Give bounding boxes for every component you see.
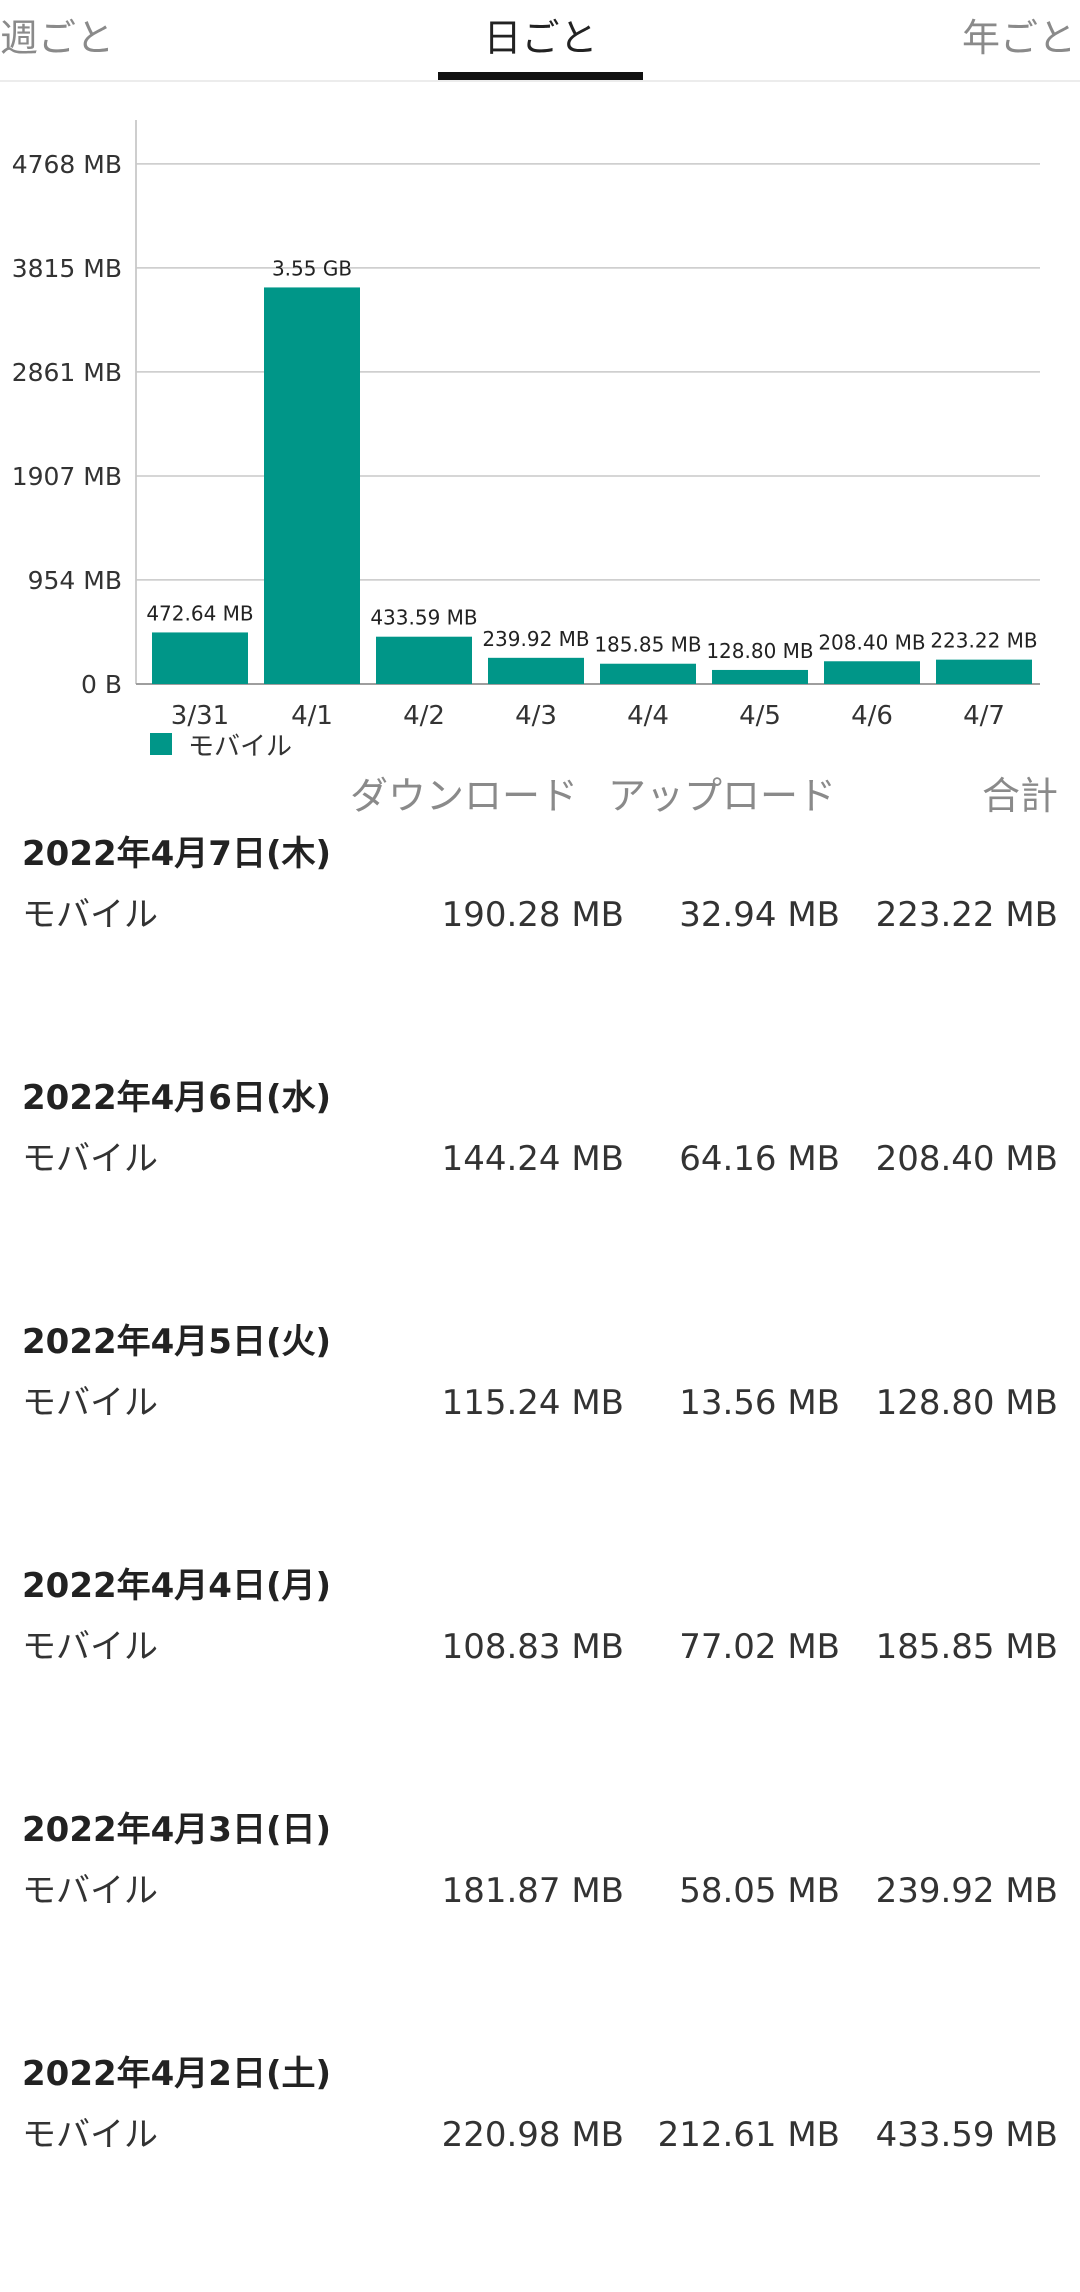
download-value: 115.24 MB <box>441 1383 624 1423</box>
download-value: 181.87 MB <box>441 1871 624 1911</box>
upload-value: 64.16 MB <box>679 1139 840 1179</box>
y-tick-label: 3815 MB <box>12 254 122 283</box>
date-heading: 2022年4月6日(水) <box>22 1078 332 1118</box>
x-tick-label: 4/1 <box>291 701 333 731</box>
date-heading: 2022年4月2日(土) <box>22 2054 332 2094</box>
network-type: モバイル <box>22 1627 158 1667</box>
table-row[interactable]: モバイル 190.28 MB 32.94 MB 223.22 MB <box>0 890 1080 940</box>
table-row[interactable]: モバイル 181.87 MB 58.05 MB 239.92 MB <box>0 1866 1080 1916</box>
network-type: モバイル <box>22 2115 158 2155</box>
bar <box>600 663 696 684</box>
bar-data-label: 128.80 MB <box>706 639 813 663</box>
x-tick-label: 4/7 <box>963 701 1005 731</box>
bar-data-label: 223.22 MB <box>930 629 1037 653</box>
tab-daily[interactable]: 日ごと <box>483 16 598 60</box>
x-tick-label: 4/3 <box>515 701 557 731</box>
date-heading: 2022年4月3日(日) <box>22 1810 332 1850</box>
period-tabs: 週ごと 日ごと 年ごと <box>0 0 1080 82</box>
bar-data-label: 472.64 MB <box>146 601 253 625</box>
y-tick-label: 4768 MB <box>12 150 122 179</box>
bar <box>824 661 920 684</box>
bar-data-label: 3.55 GB <box>272 256 352 280</box>
download-value: 144.24 MB <box>441 1139 624 1179</box>
total-value: 185.85 MB <box>875 1627 1058 1667</box>
daily-usage-chart: 0 B 954 MB 1907 MB 2861 MB 3815 MB 4768 MB 472… <box>0 80 1080 770</box>
bar-data-label: 433.59 MB <box>370 606 477 630</box>
bar <box>712 669 808 684</box>
network-type: モバイル <box>22 895 158 935</box>
bar <box>264 287 360 684</box>
column-header-upload: アップロード <box>608 774 837 818</box>
bar-data-label: 239.92 MB <box>482 627 589 651</box>
upload-value: 212.61 MB <box>657 2115 840 2155</box>
total-value: 223.22 MB <box>875 895 1058 935</box>
table-row[interactable]: モバイル 144.24 MB 64.16 MB 208.40 MB <box>0 1134 1080 1184</box>
bar <box>488 657 584 684</box>
download-value: 190.28 MB <box>441 895 624 935</box>
x-tick-label: 4/4 <box>627 701 669 731</box>
bar-data-label: 208.40 MB <box>818 630 925 654</box>
network-type: モバイル <box>22 1383 158 1423</box>
upload-value: 58.05 MB <box>679 1871 840 1911</box>
upload-value: 32.94 MB <box>679 895 840 935</box>
day-group: 2022年4月4日(月) モバイル 108.83 MB 77.02 MB 185… <box>0 1560 1080 1804</box>
network-type: モバイル <box>22 1871 158 1911</box>
legend-swatch <box>150 733 172 755</box>
total-value: 239.92 MB <box>875 1871 1058 1911</box>
day-group: 2022年4月3日(日) モバイル 181.87 MB 58.05 MB 239… <box>0 1804 1080 2048</box>
table-row[interactable]: モバイル 220.98 MB 212.61 MB 433.59 MB <box>0 2110 1080 2160</box>
total-value: 208.40 MB <box>875 1139 1058 1179</box>
upload-value: 13.56 MB <box>679 1383 840 1423</box>
y-tick-label: 954 MB <box>28 566 122 595</box>
x-tick-label: 4/6 <box>851 701 893 731</box>
download-value: 220.98 MB <box>441 2115 624 2155</box>
network-type: モバイル <box>22 1139 158 1179</box>
date-heading: 2022年4月7日(木) <box>22 834 332 874</box>
bar <box>376 636 472 684</box>
column-header-download: ダウンロード <box>350 774 579 818</box>
table-row[interactable]: モバイル 108.83 MB 77.02 MB 185.85 MB <box>0 1622 1080 1672</box>
x-tick-label: 4/5 <box>739 701 781 731</box>
chart-legend: モバイル <box>150 726 292 762</box>
tab-weekly[interactable]: 週ごと <box>0 16 115 60</box>
y-tick-label: 0 B <box>81 670 122 699</box>
day-group: 2022年4月5日(火) モバイル 115.24 MB 13.56 MB 128… <box>0 1316 1080 1560</box>
total-value: 433.59 MB <box>875 2115 1058 2155</box>
table-row[interactable]: モバイル 115.24 MB 13.56 MB 128.80 MB <box>0 1378 1080 1428</box>
download-value: 108.83 MB <box>441 1627 624 1667</box>
day-group: 2022年4月7日(木) モバイル 190.28 MB 32.94 MB 223… <box>0 828 1080 1072</box>
bar-data-label: 185.85 MB <box>594 633 701 657</box>
day-group: 2022年4月2日(土) モバイル 220.98 MB 212.61 MB 43… <box>0 2048 1080 2292</box>
x-tick-label: 4/2 <box>403 701 445 731</box>
legend-label: モバイル <box>188 731 293 762</box>
day-group: 2022年4月6日(水) モバイル 144.24 MB 64.16 MB 208… <box>0 1072 1080 1316</box>
total-value: 128.80 MB <box>875 1383 1058 1423</box>
upload-value: 77.02 MB <box>679 1627 840 1667</box>
date-heading: 2022年4月5日(火) <box>22 1322 332 1362</box>
active-tab-indicator <box>438 72 643 80</box>
y-tick-label: 2861 MB <box>12 358 122 387</box>
tab-yearly[interactable]: 年ごと <box>961 16 1076 60</box>
column-header-total: 合計 <box>981 774 1058 818</box>
bar-chart-svg: 0 B 954 MB 1907 MB 2861 MB 3815 MB 4768 MB 472… <box>12 120 1040 731</box>
usage-list: 2022年4月7日(木) モバイル 190.28 MB 32.94 MB 223… <box>0 828 1080 2292</box>
y-tick-label: 1907 MB <box>12 462 122 491</box>
x-tick-label: 3/31 <box>171 701 229 731</box>
date-heading: 2022年4月4日(月) <box>22 1566 332 1606</box>
bar <box>936 659 1032 684</box>
bar <box>152 632 248 684</box>
